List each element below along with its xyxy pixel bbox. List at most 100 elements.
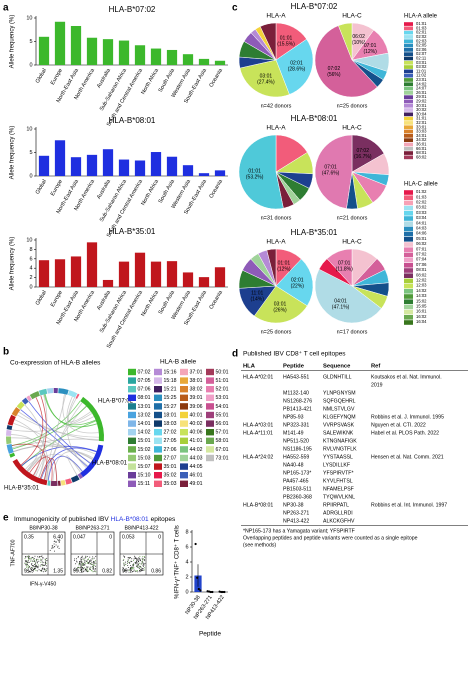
- flow-event: [93, 565, 95, 567]
- flow-event: [44, 563, 46, 565]
- panel-title: Immunogenicity of published IBV HLA-B*08:…: [14, 516, 176, 523]
- flow-event: [79, 558, 81, 560]
- legend-swatch: [404, 237, 413, 242]
- flow-event: [88, 561, 90, 563]
- flow-event: [138, 561, 140, 563]
- flow-event: [137, 564, 139, 566]
- legend-swatch: [404, 121, 413, 125]
- legend-swatch: [206, 394, 214, 401]
- legend-label: 07:02: [416, 252, 427, 257]
- flow-event: [45, 558, 47, 560]
- data-point: [220, 590, 223, 594]
- flow-event: [90, 560, 92, 562]
- flow-event: [34, 568, 36, 570]
- flow-event: [92, 558, 94, 560]
- flow-event: [84, 567, 86, 569]
- flow-event: [95, 565, 97, 567]
- legend-swatch: [404, 252, 413, 258]
- flow-event: [42, 563, 44, 565]
- flow-event: [92, 560, 94, 562]
- pie-title: HLA-A: [266, 239, 286, 246]
- legend-swatch: [404, 103, 413, 108]
- flow-event: [144, 562, 146, 564]
- chord-segment: [53, 388, 58, 394]
- flow-event: [24, 563, 26, 565]
- legend-label: 66:01: [416, 146, 427, 151]
- legend-label: 15:02: [138, 447, 151, 453]
- legend-swatch: [404, 304, 413, 310]
- flow-event: [81, 556, 83, 558]
- flow-event: [143, 563, 145, 565]
- flow-event: [31, 556, 33, 558]
- flow-event: [45, 560, 47, 562]
- legend-label: 15:10: [138, 473, 151, 479]
- flow-event: [30, 557, 32, 559]
- flow-event: [142, 560, 144, 562]
- chart-title: HLA-B*07:02: [109, 5, 156, 14]
- slice-value-label: (56%): [327, 72, 341, 78]
- pie-title: HLA-C: [342, 13, 362, 20]
- legend-label: 15:25: [164, 395, 177, 401]
- chord: [24, 455, 49, 481]
- flow-event: [131, 568, 133, 570]
- y-axis-label: Allele frequency (%): [10, 15, 16, 69]
- legend-swatch: [404, 257, 413, 263]
- flow-event: [35, 564, 37, 566]
- legend-swatch: [404, 39, 413, 44]
- flow-event: [28, 556, 30, 558]
- legend-label: 03:03: [416, 210, 427, 215]
- table-cell: Habel et al. PLOS Path. 2022: [371, 430, 439, 436]
- legend-label: 39:06: [190, 404, 203, 410]
- flow-event: [24, 560, 26, 562]
- flow-event: [134, 556, 136, 558]
- bar: [134, 45, 146, 65]
- legend-label: 07:01: [416, 246, 427, 251]
- flow-event: [35, 570, 37, 572]
- legend-swatch: [404, 99, 413, 104]
- legend-label: 44:03: [190, 455, 203, 461]
- flow-event: [26, 565, 28, 567]
- y-tick-label: 2: [185, 574, 188, 580]
- flow-event: [37, 556, 39, 558]
- panel-label: c: [232, 3, 238, 14]
- flow-event: [54, 540, 56, 542]
- chord-segment: [50, 480, 58, 486]
- legend-label: 04:06: [416, 231, 427, 236]
- legend-title: HLA-C allele: [404, 182, 438, 188]
- flow-event: [34, 569, 36, 571]
- flow-event: [74, 569, 76, 571]
- flow-event: [29, 571, 31, 573]
- table-cell: Hensen et al. Nat. Comm. 2021: [371, 454, 444, 460]
- flow-event: [46, 562, 48, 564]
- table-cell: YYSTAASSL: [323, 454, 353, 460]
- legend-swatch: [404, 30, 413, 35]
- bar: [38, 155, 50, 176]
- pie-title: HLA-C: [342, 125, 362, 132]
- legend-swatch: [404, 309, 413, 315]
- flow-event: [40, 564, 42, 566]
- legend-swatch: [206, 368, 214, 376]
- flow-event: [92, 556, 94, 558]
- legend-swatch: [206, 429, 214, 436]
- flow-event: [85, 555, 87, 557]
- flow-event: [89, 568, 91, 570]
- table-cell: NP511-520: [283, 438, 309, 444]
- y-tick-label: 6: [185, 544, 188, 550]
- flow-event: [136, 561, 138, 563]
- bar: [86, 242, 98, 287]
- legend-label: 13:01: [138, 404, 151, 410]
- flow-event: [37, 565, 39, 567]
- legend-swatch: [404, 73, 413, 78]
- flow-event: [28, 557, 30, 559]
- table-cell: NS1186-195: [283, 446, 312, 452]
- flow-event: [44, 564, 46, 566]
- flow-event: [33, 569, 35, 571]
- legend-swatch: [154, 454, 162, 462]
- bar: [118, 159, 130, 176]
- flow-event: [86, 556, 88, 558]
- flow-event: [134, 562, 136, 564]
- chord-segment: [21, 397, 29, 405]
- pie-slice: [314, 25, 378, 98]
- flow-event: [142, 564, 144, 566]
- table-cell: PB1413-421: [283, 406, 312, 412]
